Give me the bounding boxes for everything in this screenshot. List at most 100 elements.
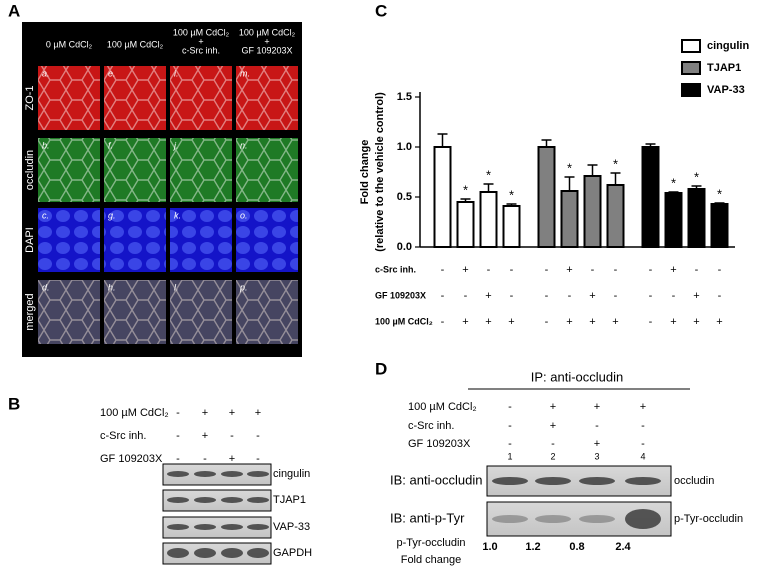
micrograph-texture [170,208,232,272]
treatment-sign: - [510,264,514,276]
row-label: ZO-1 [24,85,36,110]
tile-letter: o. [240,210,248,220]
treatment-sign: - [508,401,512,413]
bar [479,191,498,248]
blot-label: cingulin [273,468,310,480]
bar [606,184,625,248]
treatment-sign: - [176,407,180,419]
treatment-sign: - [595,420,599,432]
treatment-sign: + [612,316,618,328]
tile-letter: a. [42,68,50,78]
treatment-sign: + [670,316,676,328]
blot-band-label: occludin [674,475,714,487]
tile-letter: n. [240,140,248,150]
tile-letter: m. [240,68,250,78]
tile-letter: i. [174,68,179,78]
treatment-sign: - [695,264,699,276]
treatment-sign: + [508,316,514,328]
micrograph-texture [236,138,298,202]
quant-value: 1.2 [525,541,540,553]
treatment-sign: - [203,453,207,465]
micrograph-texture [170,280,232,344]
column-header: c-Src inh. [182,45,220,55]
tile-letter: c. [42,210,49,220]
treatment-sign: - [672,290,676,302]
bar [502,205,521,248]
panel-label: C [375,1,387,20]
tile-letter: k. [174,210,181,220]
legend-swatch [681,83,701,97]
treatment-sign: + [255,407,261,419]
micrograph-overlay [170,280,232,344]
blot-band [535,515,571,523]
micrograph-texture [236,280,298,344]
treatment-sign: - [545,316,549,328]
tile-letter: b. [42,140,50,150]
bar [456,201,475,248]
quant-label: p-Tyr-occludin [396,537,465,549]
blot-band [221,524,243,530]
column-header: 0 µM CdCl₂ [46,39,93,49]
blot-band [194,524,216,530]
treatment-sign: - [641,420,645,432]
treatment-sign: - [641,438,645,450]
blot-band [221,548,243,558]
micrograph-texture [104,66,166,130]
western-blot [162,516,272,539]
micrograph-overlay [236,280,298,344]
bar [583,175,602,248]
column-header: 100 µM CdCl₂ [239,27,296,37]
micrograph-texture [104,138,166,202]
blot-band-label: p-Tyr-occludin [674,513,743,525]
treatment-sign: + [202,430,208,442]
column-header: 100 µM CdCl₂ [107,39,164,49]
micrograph-texture [236,208,298,272]
treatment-sign: - [614,290,618,302]
blot-band [535,477,571,485]
blot-band [167,548,189,558]
treatment-sign: + [566,316,572,328]
significance-marker: * [567,160,572,175]
treatment-sign: - [256,453,260,465]
tile-letter: f. [108,140,113,150]
blot-band [579,515,615,523]
micrograph-texture [170,138,232,202]
treatment-sign: - [508,438,512,450]
significance-marker: * [694,169,699,184]
treatment-sign: + [589,290,595,302]
blot-ib-label: IB: anti-occludin [390,472,483,487]
y-tick-label: 0.5 [397,191,412,203]
treatment-sign: + [670,264,676,276]
quant-value: 1.0 [482,541,497,553]
y-tick-label: 0.0 [397,241,412,253]
western-blot [162,489,272,512]
panel-label: A [8,1,20,20]
treatment-label: 100 µM CdCl₂ [100,407,169,419]
treatment-sign: - [591,264,595,276]
y-tick-label: 1.0 [397,141,412,153]
blot-band [579,477,615,485]
treatment-label: GF 109203X [408,438,471,450]
lane-number: 3 [594,451,599,461]
treatment-sign: - [568,290,572,302]
significance-marker: * [463,182,468,197]
tile-letter: d. [42,282,50,292]
treatment-sign: + [589,316,595,328]
treatment-sign: + [229,407,235,419]
legend-swatch [681,39,701,53]
row-label: DAPI [24,227,36,253]
blot-band [492,477,528,485]
blot-band [247,497,269,503]
blot-ib-label: IB: anti-p-Tyr [390,510,465,525]
legend-label: cingulin [707,40,749,52]
blot-band [167,524,189,530]
treatment-sign: - [256,430,260,442]
tile-letter: p. [239,282,248,292]
treatment-sign: + [566,264,572,276]
bar [433,146,452,248]
blot-label: GAPDH [273,547,312,559]
tile-letter: e. [108,68,116,78]
tile-letter: g. [108,210,116,220]
treatment-sign: - [649,290,653,302]
